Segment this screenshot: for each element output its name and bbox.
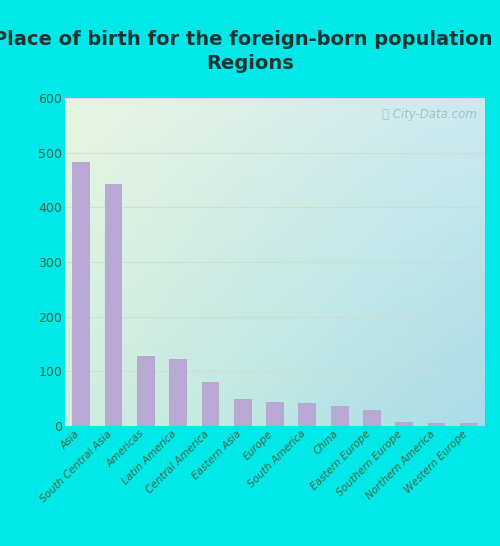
Bar xyxy=(363,410,381,426)
Bar xyxy=(104,184,122,426)
Bar xyxy=(202,382,220,426)
Text: ⓘ City-Data.com: ⓘ City-Data.com xyxy=(382,108,476,121)
Bar xyxy=(330,406,348,426)
Bar xyxy=(460,423,477,426)
Bar xyxy=(266,402,284,426)
Bar xyxy=(396,422,413,426)
Bar xyxy=(428,423,446,426)
Bar xyxy=(234,399,252,426)
Text: Place of birth for the foreign-born population -
Regions: Place of birth for the foreign-born popu… xyxy=(0,30,500,73)
Bar xyxy=(137,356,154,426)
Bar xyxy=(298,403,316,426)
Bar xyxy=(72,162,90,426)
Bar xyxy=(169,359,187,426)
